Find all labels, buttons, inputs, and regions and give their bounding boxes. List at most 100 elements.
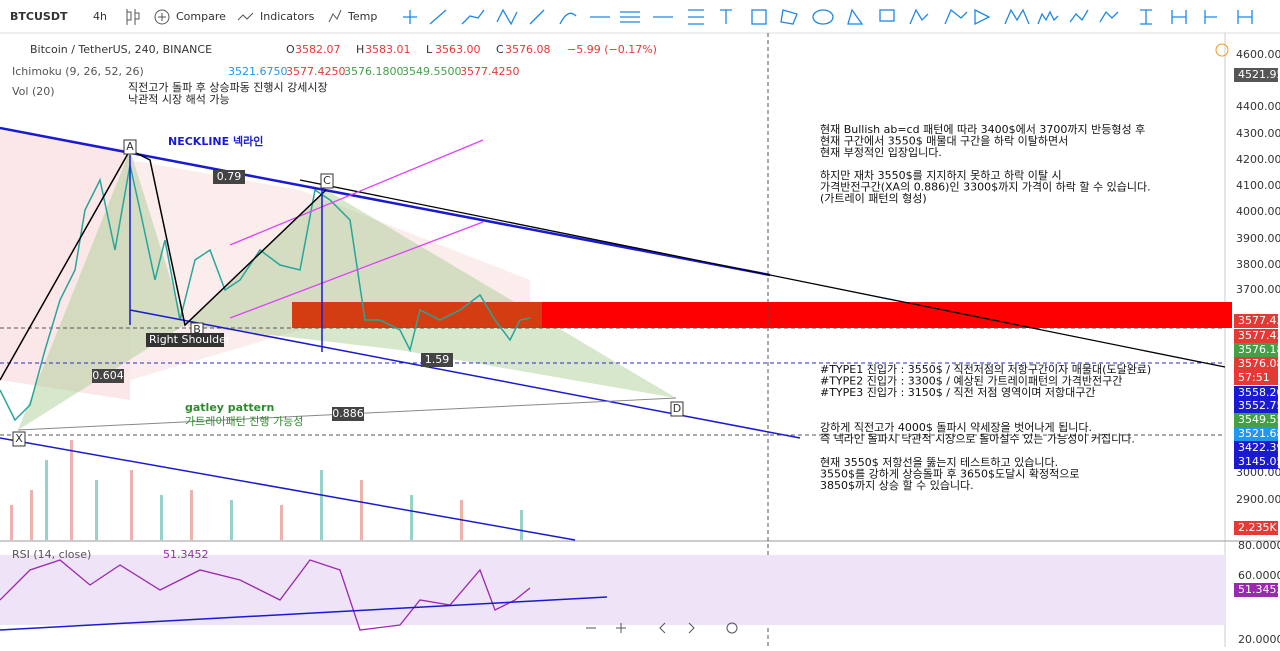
- cloud: [130, 160, 530, 380]
- point-label-bg: [123, 139, 137, 155]
- price-tag-label: 3521.68: [1238, 427, 1280, 440]
- price-tag-label: 3552.75: [1238, 399, 1280, 412]
- indicator-label: RSI (14, close): [12, 548, 91, 561]
- price-tag-label: 3576.18: [1238, 343, 1280, 356]
- indicator-label: Ichimoku (9, 26, 52, 26): [12, 65, 144, 78]
- note-text: #TYPE2 진입가 : 3300$ / 예상된 가트레이패턴의 가격반전구간: [820, 375, 1122, 388]
- price-tag-label: 3576.08: [1238, 357, 1280, 370]
- note-text: 3550$를 강하게 상승돌파 후 3650$도달시 확정적으로: [820, 467, 1080, 481]
- note-text: 강하게 직전고가 4000$ 돌파시 약세장을 벗어나게 됩니다.: [820, 420, 1092, 434]
- price-tag-label: 2.235K: [1238, 521, 1277, 534]
- point-label: C: [323, 174, 331, 187]
- price-tag-label: 3549.55: [1238, 413, 1280, 426]
- pattern-label: Right Shoulder: [149, 333, 231, 346]
- price-tag: [1234, 371, 1278, 385]
- note-text: 현재 구간에서 3550$ 매물대 구간을 하락 이탈하면서: [820, 134, 1068, 148]
- price-tick-label: 4100.00: [1236, 179, 1280, 192]
- ratio-bg: [213, 170, 245, 184]
- price-tick-label: 4600.00: [1236, 48, 1280, 61]
- gartley-label: gatley pattern: [185, 401, 274, 414]
- rsi-trend-line: [0, 596, 608, 631]
- point-label-bg: [12, 431, 26, 447]
- point-label-bg: [670, 401, 684, 417]
- ohlc-label: O: [286, 43, 295, 56]
- price-tag-label: 3422.39: [1238, 441, 1280, 454]
- ratio-bg: [92, 369, 124, 383]
- ichimoku-value: 3549.5500: [402, 65, 462, 78]
- ichimoku-value: 3521.6750: [228, 65, 288, 78]
- note-text: (가트레이 패턴의 형성): [820, 192, 927, 205]
- note-text: 하지만 재차 3550$를 지지하지 못하고 하락 이탈 시: [820, 168, 1062, 182]
- ratio-label: 0.79: [217, 170, 242, 183]
- price-tag-label: 57:51: [1238, 371, 1270, 384]
- price-tag: [1234, 455, 1278, 469]
- rsi-tag: [1234, 583, 1278, 597]
- ohlc-value: 3576.08: [505, 43, 551, 56]
- symbol: BTCUSDT: [10, 10, 68, 23]
- rsi-value: 51.3452: [163, 548, 209, 561]
- ohlc-label: C: [496, 43, 504, 56]
- price-tag: [1234, 343, 1278, 357]
- dashed-lines: [0, 33, 1225, 647]
- ratio-bg: [421, 353, 453, 367]
- ichimoku-value: 3576.1800: [344, 65, 404, 78]
- ratio-label: 1.59: [425, 353, 450, 366]
- interval: 4h: [93, 10, 107, 23]
- price-tag: [1234, 413, 1278, 427]
- price-tag: [1234, 357, 1278, 371]
- chart-title: Bitcoin / TetherUS, 240, BINANCE: [30, 43, 212, 56]
- price-tag: [1234, 521, 1278, 535]
- templates-button[interactable]: Temp: [347, 10, 377, 23]
- point-label: D: [673, 402, 681, 415]
- price-tick-label: 3900.00: [1236, 232, 1280, 245]
- zoom-controls[interactable]: [586, 622, 738, 634]
- price-tick-label: 4400.00: [1236, 100, 1280, 113]
- price-tag: [1234, 427, 1278, 441]
- price-tick-label: 2900.00: [1236, 493, 1280, 506]
- point-label: X: [15, 432, 23, 445]
- point-label: A: [126, 140, 134, 153]
- price-tick-label: 4200.00: [1236, 153, 1280, 166]
- note-text: 가격반전구간(XA의 0.886)인 3300$까지 가격이 하락 할 수 있습…: [820, 180, 1151, 194]
- price-line: [0, 164, 531, 422]
- price-tag-label: 3577.43: [1238, 314, 1280, 327]
- indicator-label: Vol (20): [12, 85, 55, 98]
- price-tick-label: 3000.00: [1236, 466, 1280, 479]
- drawing-tools[interactable]: [403, 8, 1253, 26]
- point-label: B: [193, 323, 201, 336]
- ohlc-value: 3583.01: [365, 43, 411, 56]
- ohlc-label: H: [356, 43, 364, 56]
- ichimoku-value: 3577.4250: [286, 65, 346, 78]
- price-tag-label: 3558.20: [1238, 386, 1280, 399]
- indicators-button[interactable]: Indicators: [260, 10, 315, 23]
- rsi-tick-label: 20.0000: [1238, 633, 1280, 646]
- price-change: −5.99 (−0.17%): [567, 43, 657, 56]
- price-tick-label: 4300.00: [1236, 127, 1280, 140]
- rsi-tick-label: 80.0000: [1238, 539, 1280, 552]
- price-tick-label: 3700.00: [1236, 283, 1280, 296]
- rsi-line: [0, 559, 531, 631]
- ratio-bg: [332, 407, 364, 421]
- note-text: 현재 부정적인 입장입니다.: [820, 146, 942, 159]
- compare-button[interactable]: Compare: [176, 10, 226, 23]
- price-tag: [1234, 386, 1278, 400]
- alert-icon[interactable]: [1215, 43, 1229, 57]
- price-tag: [1234, 441, 1278, 455]
- note-text: 3850$까지 상승 할 수 있습니다.: [820, 479, 974, 492]
- note-text: 즉 넥라인 돌파시 낙관적 시장으로 돌아설수 있는 가능성이 커집니다.: [820, 433, 1135, 446]
- ohlc-value: 3582.07: [295, 43, 341, 56]
- note-text: #TYPE1 진입가 : 3550$ / 직전저점의 저항구간이자 매물대(도달…: [820, 363, 1151, 376]
- price-tag: [1234, 399, 1278, 413]
- note-text: #TYPE3 진입가 : 3150$ / 직전 저점 영역이며 저항대구간: [820, 386, 1096, 399]
- point-label-bg: [320, 173, 334, 189]
- price-tag: [1234, 68, 1278, 82]
- ohlc-label: L: [426, 43, 433, 56]
- volume-bars: [10, 440, 523, 540]
- price-tag: [1234, 314, 1278, 328]
- ohlc-value: 3563.00: [435, 43, 481, 56]
- price-tag-label: 4521.95: [1238, 68, 1280, 81]
- pattern-fill: [185, 190, 676, 398]
- rsi-band: [0, 555, 545, 625]
- rsi-band: [545, 555, 1225, 625]
